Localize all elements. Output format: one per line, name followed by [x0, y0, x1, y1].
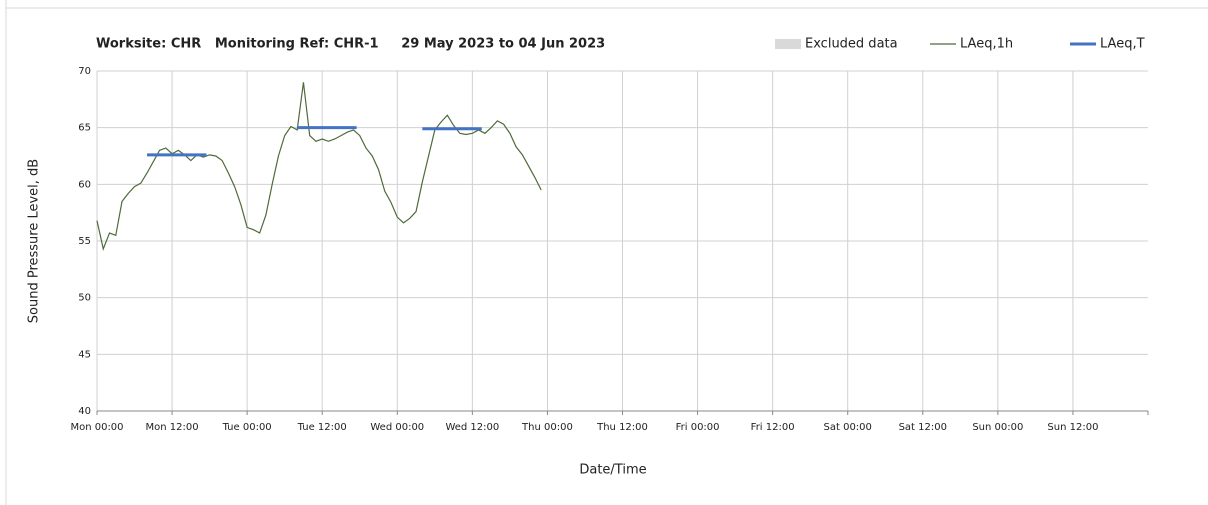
- x-tick-label: Mon 00:00: [70, 422, 123, 433]
- y-tick-label: 45: [78, 349, 91, 360]
- chart-title: Worksite: CHR Monitoring Ref: CHR-1 29 M…: [96, 37, 605, 52]
- x-tick-label: Fri 12:00: [751, 422, 795, 433]
- x-tick-label: Tue 00:00: [222, 422, 272, 433]
- legend-label: Excluded data: [805, 37, 898, 52]
- x-tick-label: Thu 12:00: [596, 422, 648, 433]
- y-tick-label: 70: [78, 66, 91, 77]
- series-line: [96, 82, 542, 251]
- legend-swatch: [775, 39, 801, 49]
- x-tick-label: Sat 00:00: [824, 422, 872, 433]
- y-tick-label: 40: [78, 406, 91, 417]
- y-tick-label: 55: [78, 236, 91, 247]
- x-axis-label: Date/Time: [579, 463, 646, 478]
- x-tick-label: Sun 00:00: [972, 422, 1023, 433]
- x-tick-label: Wed 00:00: [370, 422, 424, 433]
- x-tick-label: Tue 12:00: [297, 422, 347, 433]
- x-tick-label: Wed 12:00: [445, 422, 499, 433]
- legend-label: LAeq,T: [1100, 37, 1145, 52]
- x-tick-label: Thu 00:00: [521, 422, 573, 433]
- x-tick-label: Mon 12:00: [146, 422, 199, 433]
- x-tick-label: Fri 00:00: [676, 422, 720, 433]
- x-tick-label: Sat 12:00: [899, 422, 947, 433]
- y-axis-label: Sound Pressure Level, dB: [27, 159, 42, 323]
- legend-label: LAeq,1h: [960, 37, 1013, 52]
- y-tick-label: 50: [78, 293, 91, 304]
- y-tick-label: 65: [78, 123, 91, 134]
- y-tick-label: 60: [78, 179, 91, 190]
- x-tick-label: Sun 12:00: [1047, 422, 1098, 433]
